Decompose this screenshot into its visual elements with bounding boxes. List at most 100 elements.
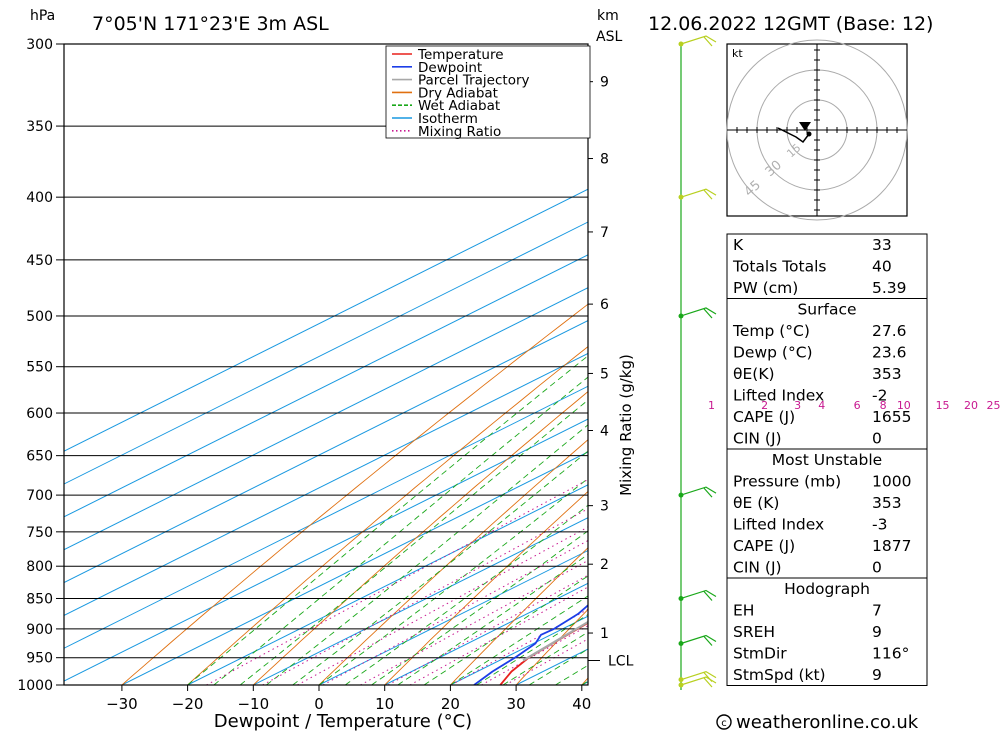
km-tick-label: 5	[600, 366, 609, 382]
wind-profile	[679, 36, 717, 690]
wind-barb	[681, 189, 716, 199]
index-label: Temp (°C)	[732, 322, 810, 340]
index-value: 5.39	[872, 279, 907, 297]
pressure-tick-label: 550	[26, 360, 53, 376]
index-label: StmSpd (kt)	[733, 666, 826, 684]
mixing-ratio-label: 6	[854, 399, 861, 412]
dry-adiabat-line	[910, 44, 1000, 685]
km-tick-label: 7	[600, 225, 609, 241]
pressure-tick-label: 950	[26, 651, 53, 667]
asl-label: ASL	[596, 29, 622, 45]
index-label: CAPE (J)	[733, 537, 795, 555]
index-label: θE (K)	[733, 494, 779, 512]
index-label: SREH	[733, 623, 775, 641]
mixing-ratio-axis-label: Mixing Ratio (g/kg)	[617, 354, 635, 496]
pressure-axis: 300 350 400 450 500 550 600 650 700 750 800 850 900 9…	[17, 37, 64, 694]
index-value: 7	[872, 602, 882, 620]
isotherm-line	[450, 44, 1000, 685]
mixing-ratio-label: 1	[708, 399, 715, 412]
wind-barb	[681, 590, 716, 600]
index-label: K	[733, 236, 744, 254]
dry-adiabat-line	[450, 44, 1000, 685]
section-title: Hodograph	[784, 580, 870, 598]
index-label: Dewp (°C)	[733, 344, 813, 362]
pressure-tick-label: 400	[26, 190, 53, 206]
km-tick-label: 3	[600, 499, 609, 515]
pressure-tick-label: 750	[26, 525, 53, 541]
temperature-tick-label: 30	[507, 695, 526, 713]
index-label: Lifted Index	[733, 387, 824, 405]
index-value: 0	[872, 430, 882, 448]
index-value: 0	[872, 559, 882, 577]
index-value: 1877	[872, 537, 911, 555]
pressure-tick-label: 450	[26, 253, 53, 269]
index-label: CIN (J)	[733, 430, 782, 448]
index-value: 33	[872, 236, 892, 254]
temperature-tick-label: 40	[572, 695, 591, 713]
index-value: 9	[872, 666, 882, 684]
index-label: Lifted Index	[733, 516, 824, 534]
index-value: 116°	[872, 645, 909, 663]
wet-adiabat-line	[398, 44, 1000, 685]
km-label: km	[597, 8, 619, 24]
index-value: -2	[872, 387, 887, 405]
pressure-tick-label: 650	[26, 449, 53, 465]
index-value: -3	[872, 516, 887, 534]
credit: c weatheronline.co.uk	[717, 712, 919, 733]
x-axis-label: Dewpoint / Temperature (°C)	[214, 711, 472, 732]
index-value: 1000	[872, 473, 911, 491]
indices-table: K 33 Totals Totals 40 PW (cm) 5.39 Surface Temp…	[727, 234, 927, 686]
pressure-tick-label: 900	[26, 622, 53, 638]
pressure-tick-label: 700	[26, 488, 53, 504]
km-tick-label: 8	[600, 152, 609, 168]
datetime-title: 12.06.2022 12GMT (Base: 12)	[648, 13, 933, 35]
km-tick-label: 1	[600, 626, 609, 642]
wind-barb	[681, 36, 716, 46]
index-label: EH	[733, 602, 754, 620]
plot-frame	[64, 44, 588, 685]
pressure-tick-label: 850	[26, 591, 53, 607]
index-label: Totals Totals	[732, 258, 826, 276]
wind-barb	[681, 635, 716, 645]
pressure-tick-label: 300	[26, 37, 53, 53]
mixing-ratio-line	[297, 413, 797, 685]
index-label: CIN (J)	[733, 559, 782, 577]
mixing-ratio-label: 20	[964, 399, 978, 412]
pressure-tick-label: 500	[26, 309, 53, 325]
index-label: StmDir	[733, 645, 787, 663]
dry-adiabat-line	[976, 44, 1000, 685]
legend-entry: Mixing Ratio	[418, 124, 501, 140]
copyright-c: c	[721, 718, 727, 729]
pressure-unit-label: hPa	[30, 8, 55, 24]
index-value: 23.6	[872, 344, 907, 362]
km-tick-label: 4	[600, 423, 609, 439]
index-label: PW (cm)	[733, 279, 798, 297]
section-title: Surface	[797, 301, 856, 319]
index-label: Pressure (mb)	[733, 473, 841, 491]
pressure-tick-label: 350	[26, 119, 53, 135]
wet-adiabat-line	[450, 44, 1000, 685]
lcl-label: LCL	[608, 653, 634, 669]
km-tick-label: 6	[600, 297, 609, 313]
index-label: θE(K)	[733, 365, 775, 383]
pressure-tick-label: 1000	[17, 678, 53, 694]
km-tick-label: 2	[600, 557, 609, 573]
pressure-tick-label: 600	[26, 406, 53, 422]
section-title: Most Unstable	[772, 451, 882, 469]
wind-barb	[681, 308, 716, 318]
pressure-tick-label: 800	[26, 559, 53, 575]
hodo-point	[807, 132, 812, 137]
index-label: CAPE (J)	[733, 408, 795, 426]
location-title: 7°05'N 171°23'E 3m ASL	[92, 13, 329, 35]
wind-barb	[681, 487, 716, 497]
hodograph-unit: kt	[732, 47, 743, 60]
index-value: 40	[872, 258, 892, 276]
index-value: 9	[872, 623, 882, 641]
hodograph: kt 15 30 45	[727, 40, 907, 220]
temperature-tick-label: −20	[172, 695, 204, 713]
index-value: 353	[872, 494, 902, 512]
mixing-ratio-label: 25	[986, 399, 1000, 412]
